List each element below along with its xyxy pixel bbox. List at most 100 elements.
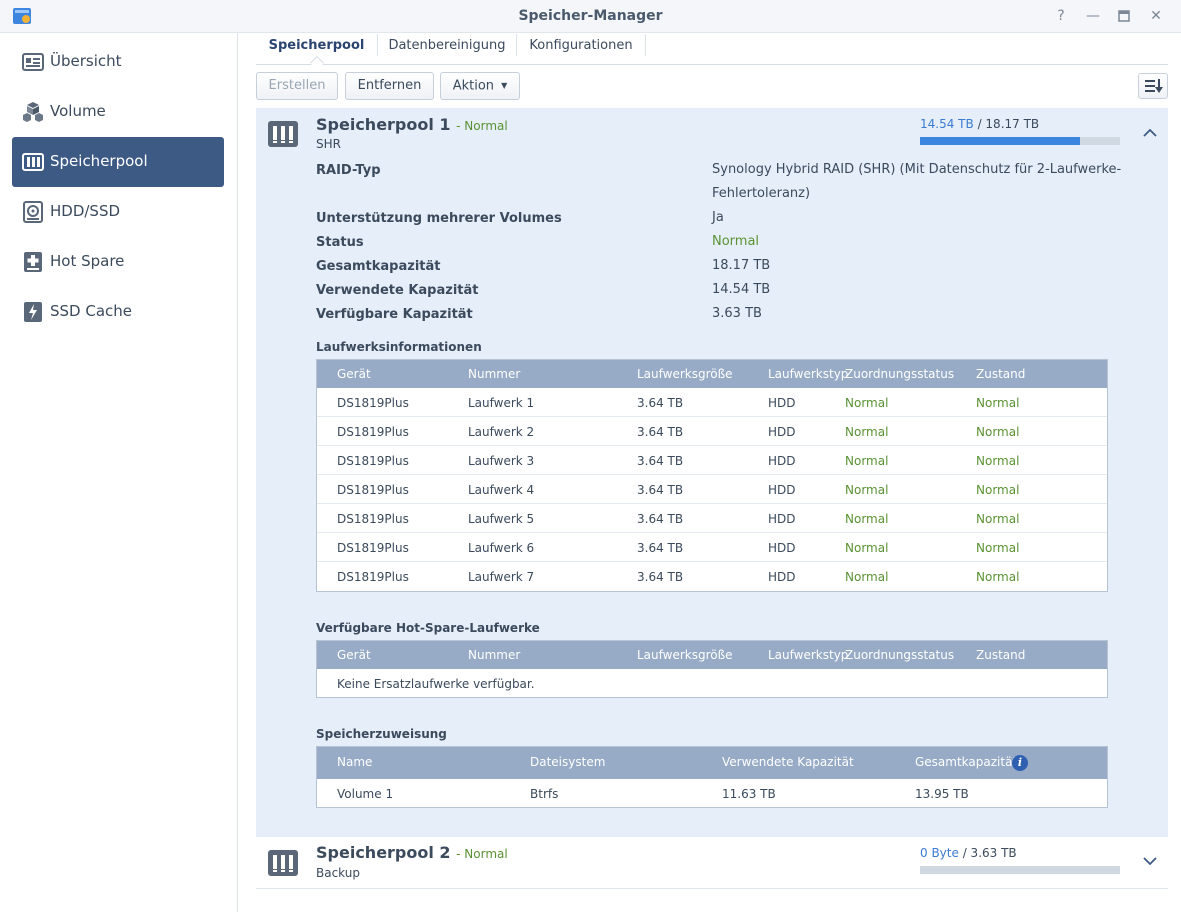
table-cell: Laufwerk 5	[468, 512, 535, 526]
info-icon[interactable]: i	[1012, 755, 1028, 771]
sidebar-item-overview[interactable]: Übersicht	[12, 37, 224, 87]
prop-label-status: Status	[316, 235, 364, 250]
table-row[interactable]: DS1819Plus Laufwerk 4 3.64 TB HDD Normal Norm…	[317, 475, 1107, 504]
sidebar-item-ssd-cache[interactable]: SSD Cache	[12, 287, 224, 337]
table-row[interactable]: DS1819Plus Laufwerk 3 3.64 TB HDD Normal Norm…	[317, 446, 1107, 475]
table-cell: Normal	[845, 483, 889, 497]
sidebar-item-label: Hot Spare	[50, 252, 125, 270]
table-cell: 3.64 TB	[637, 483, 684, 497]
table-cell: Laufwerk 6	[468, 541, 535, 555]
table-cell: DS1819Plus	[337, 396, 409, 410]
tab-configurations[interactable]: Konfigurationen	[517, 33, 645, 64]
table-row[interactable]: DS1819Plus Laufwerk 6 3.64 TB HDD Normal Norm…	[317, 533, 1107, 562]
remove-button[interactable]: Entfernen	[345, 72, 434, 100]
table-cell: Normal	[976, 454, 1020, 468]
column-header[interactable]: Laufwerkstyp	[768, 648, 849, 662]
sidebar-item-storage-pool[interactable]: Speicherpool	[12, 137, 224, 187]
minimize-icon[interactable]: —	[1086, 8, 1100, 24]
pool-status: - Normal	[456, 847, 508, 861]
column-header[interactable]: Zuordnungsstatus	[845, 648, 955, 662]
table-cell: Normal	[845, 570, 889, 584]
action-dropdown-button[interactable]: Aktion ▼	[440, 72, 520, 100]
column-header[interactable]: Name	[337, 755, 373, 769]
sort-icon	[1145, 79, 1163, 93]
table-cell: 3.64 TB	[637, 396, 684, 410]
column-header[interactable]: Laufwerkstyp	[768, 367, 849, 381]
pool-title: Speicherpool 2 - Normal	[316, 843, 508, 862]
prop-label-used-capacity: Verwendete Kapazität	[316, 283, 479, 298]
sidebar-item-label: HDD/SSD	[50, 202, 121, 220]
allocation-table: Name Dateisystem Verwendete Kapazität Ge…	[316, 746, 1108, 808]
table-cell: HDD	[768, 512, 796, 526]
table-cell: DS1819Plus	[337, 512, 409, 526]
table-cell: HDD	[768, 425, 796, 439]
sidebar-item-hdd-ssd[interactable]: HDD/SSD	[12, 187, 224, 237]
table-row[interactable]: DS1819Plus Laufwerk 7 3.64 TB HDD Normal Norm…	[317, 562, 1107, 591]
storage-pool-icon	[22, 153, 44, 171]
table-cell: DS1819Plus	[337, 541, 409, 555]
hot-spare-table: Gerät Nummer Laufwerksgröße Laufwerkstyp…	[316, 640, 1108, 698]
table-cell: 3.64 TB	[637, 425, 684, 439]
collapse-chevron-icon[interactable]	[1142, 127, 1158, 143]
table-cell: DS1819Plus	[337, 570, 409, 584]
drive-info-table: Gerät Nummer Laufwerksgröße Laufwerkstyp…	[316, 359, 1108, 592]
storage-pool-2-panel[interactable]: Speicherpool 2 - Normal Backup 0 Byte / …	[256, 837, 1168, 889]
maximize-icon[interactable]	[1115, 7, 1133, 25]
tab-data-scrubbing[interactable]: Datenbereinigung	[378, 33, 516, 64]
close-icon[interactable]: ✕	[1150, 8, 1162, 24]
pool-name: Speicherpool 1	[316, 115, 451, 134]
sidebar-item-hot-spare[interactable]: Hot Spare	[12, 237, 224, 287]
sidebar-item-label: Übersicht	[50, 52, 122, 70]
alloc-name: Volume 1	[337, 787, 394, 801]
prop-value-available-capacity: 3.63 TB	[712, 306, 762, 321]
column-header[interactable]: Nummer	[468, 648, 521, 662]
empty-message: Keine Ersatzlaufwerke verfügbar.	[337, 677, 535, 691]
column-header[interactable]: Laufwerksgröße	[637, 648, 733, 662]
table-row[interactable]: DS1819Plus Laufwerk 1 3.64 TB HDD Normal Norm…	[317, 388, 1107, 417]
table-cell: Normal	[976, 541, 1020, 555]
table-row[interactable]: DS1819Plus Laufwerk 2 3.64 TB HDD Normal Norm…	[317, 417, 1107, 446]
table-cell: DS1819Plus	[337, 425, 409, 439]
expand-chevron-icon[interactable]	[1142, 855, 1158, 871]
column-header[interactable]: Gesamtkapazität	[915, 755, 1018, 769]
storage-pool-icon	[268, 850, 298, 876]
hot-spare-title: Verfügbare Hot-Spare-Laufwerke	[316, 621, 540, 635]
hdd-icon	[23, 201, 43, 223]
table-cell: 3.64 TB	[637, 570, 684, 584]
prop-value-status: Normal	[712, 234, 760, 249]
create-button[interactable]: Erstellen	[256, 72, 338, 100]
pool-status: - Normal	[456, 119, 508, 133]
pool-title: Speicherpool 1 - Normal	[316, 115, 508, 134]
column-header[interactable]: Laufwerksgröße	[637, 367, 733, 381]
column-header[interactable]: Gerät	[337, 648, 371, 662]
prop-value-multi-volume: Ja	[712, 210, 724, 225]
table-cell: 3.64 TB	[637, 454, 684, 468]
column-header[interactable]: Zuordnungsstatus	[845, 367, 955, 381]
title-bar: Speicher-Manager ? — ✕	[0, 0, 1181, 33]
column-header[interactable]: Gerät	[337, 367, 371, 381]
table-row[interactable]: DS1819Plus Laufwerk 5 3.64 TB HDD Normal Norm…	[317, 504, 1107, 533]
drive-rows: DS1819Plus Laufwerk 1 3.64 TB HDD Normal Norm…	[317, 388, 1107, 591]
table-row[interactable]: Volume 1 Btrfs 11.63 TB 13.95 TB	[317, 779, 1107, 808]
table-cell: Normal	[845, 541, 889, 555]
tab-storage-pool[interactable]: Speicherpool	[256, 33, 377, 71]
column-header[interactable]: Dateisystem	[530, 755, 606, 769]
help-icon[interactable]: ?	[1057, 8, 1065, 24]
sidebar-item-label: SSD Cache	[50, 302, 133, 320]
table-header: Name Dateisystem Verwendete Kapazität Ge…	[317, 747, 1107, 779]
capacity-bar-fill	[920, 137, 1080, 145]
table-cell: Normal	[976, 396, 1020, 410]
action-label: Aktion	[452, 78, 495, 94]
ssd-cache-icon	[24, 302, 42, 322]
table-cell: 3.64 TB	[637, 541, 684, 555]
sort-button[interactable]	[1138, 73, 1168, 99]
column-header[interactable]: Nummer	[468, 367, 521, 381]
column-header[interactable]: Verwendete Kapazität	[722, 755, 854, 769]
capacity-used: 14.54 TB	[920, 117, 974, 131]
table-cell: Normal	[845, 425, 889, 439]
table-cell: HDD	[768, 454, 796, 468]
sidebar-item-volume[interactable]: Volume	[12, 87, 224, 137]
column-header[interactable]: Zustand	[976, 367, 1026, 381]
column-header[interactable]: Zustand	[976, 648, 1026, 662]
table-cell: Laufwerk 1	[468, 396, 535, 410]
